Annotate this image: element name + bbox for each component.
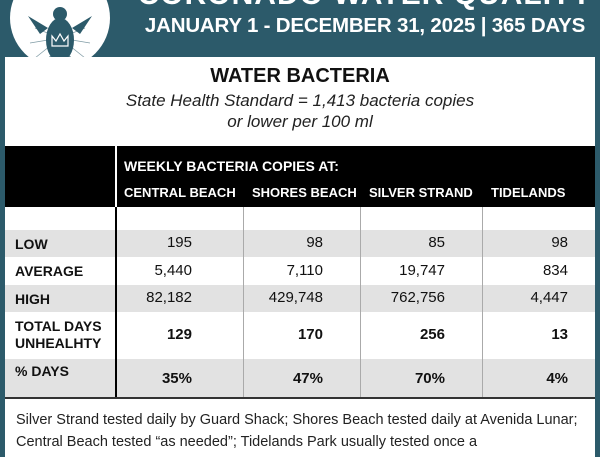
table-row-high: HIGH 82,182 429,748 762,756 4,447 — [5, 285, 595, 312]
cell: 82,182 — [146, 289, 192, 306]
row-label: TOTAL DAYS UNHEALHTY — [15, 318, 102, 352]
water-bacteria-panel: WATER BACTERIA State Health Standard = 1… — [5, 57, 595, 457]
cell: 170 — [297, 326, 323, 343]
cell: 35% — [161, 370, 192, 387]
cell: 762,756 — [390, 289, 445, 306]
cell: 98 — [551, 234, 568, 251]
testing-note: Silver Strand tested daily by Guard Shac… — [16, 412, 578, 450]
cell: 834 — [542, 262, 568, 279]
table-header: WEEKLY BACTERIA COPIES AT: CENTRAL BEACH… — [5, 146, 595, 207]
label-column-divider — [115, 207, 117, 398]
cell: 47% — [292, 370, 323, 387]
row-label-line-1: TOTAL DAYS — [15, 318, 102, 334]
standard-line-2: or lower per 100 ml — [227, 112, 373, 131]
cell: 85 — [428, 234, 445, 251]
cell: 4,447 — [530, 289, 568, 306]
table-row-total-days-unhealthy: TOTAL DAYS UNHEALHTY 129 170 256 13 — [5, 312, 595, 359]
column-header-shores-beach: SHORES BEACH — [252, 185, 357, 200]
cell: 70% — [414, 370, 445, 387]
row-label: LOW — [15, 236, 48, 252]
cell: 5,440 — [154, 262, 192, 279]
standard-line-1: State Health Standard = 1,413 bacteria c… — [125, 91, 475, 110]
column-divider — [360, 207, 361, 398]
column-header-tidelands: TIDELANDS — [491, 185, 566, 200]
state-health-standard: State Health Standard = 1,413 bacteria c… — [5, 90, 595, 132]
column-divider — [243, 207, 244, 398]
header-divider — [115, 146, 117, 207]
table-row-low: LOW 195 98 85 98 — [5, 230, 595, 257]
cell: 429,748 — [268, 289, 323, 306]
cell: 19,747 — [399, 262, 445, 279]
group-header: WEEKLY BACTERIA COPIES AT: — [124, 158, 339, 174]
column-header-central-beach: CENTRAL BEACH — [124, 185, 236, 200]
page-title: CORONADO WATER QUALITY — [130, 0, 600, 12]
table-row-average: AVERAGE 5,440 7,110 19,747 834 — [5, 257, 595, 285]
table-row-percent-days: % DAYS 35% 47% 70% 4% — [5, 359, 595, 398]
section-title: WATER BACTERIA — [210, 65, 390, 87]
cell: 129 — [166, 326, 192, 343]
row-label: % DAYS — [15, 363, 69, 379]
row-label: AVERAGE — [15, 263, 84, 279]
cell: 7,110 — [286, 262, 323, 279]
row-label: HIGH — [15, 291, 50, 307]
date-range: JANUARY 1 - DECEMBER 31, 2025 | 365 DAYS — [144, 14, 586, 37]
turtle-logo-icon — [10, 0, 110, 68]
cell: 13 — [551, 326, 568, 343]
cell: 195 — [166, 234, 192, 251]
table-bottom-border — [5, 397, 595, 399]
column-header-silver-strand: SILVER STRAND — [369, 185, 473, 200]
cell: 98 — [306, 234, 323, 251]
row-label-line-2: UNHEALHTY — [15, 335, 102, 351]
column-divider — [482, 207, 483, 398]
cell: 256 — [419, 326, 445, 343]
cell: 4% — [546, 370, 568, 387]
